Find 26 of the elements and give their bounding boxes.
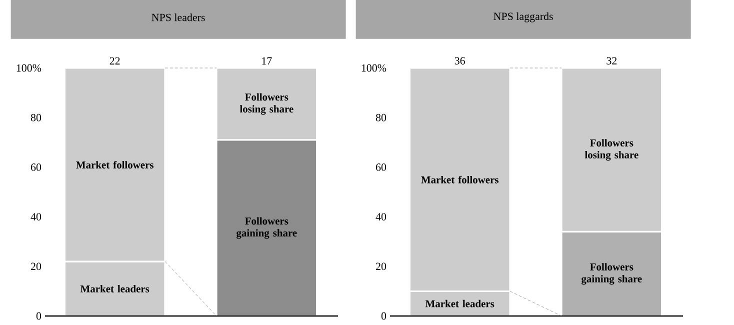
series-label: Followers losing share (240, 93, 294, 115)
chart-title: NPS leaders (152, 13, 205, 22)
y-tick-label: 0 (36, 312, 42, 320)
series-label: Followers gaining share (236, 217, 297, 239)
y-tick-label: 100% (362, 64, 386, 72)
y-tick-label: 40 (30, 213, 42, 220)
series-label: Followers gaining share (582, 263, 642, 285)
y-tick-label: 20 (31, 262, 42, 270)
text: 36 (454, 57, 465, 64)
chart-title: NPS laggards (494, 12, 553, 22)
text: 22 (110, 57, 120, 64)
text: 32 (606, 57, 617, 64)
y-tick-label: 0 (381, 312, 386, 320)
series-label: Market followers (421, 176, 499, 184)
y-tick-label: 80 (30, 114, 42, 122)
y-tick-label: 60 (30, 164, 42, 171)
series-label: Market followers (76, 160, 154, 168)
y-tick-label: 20 (376, 262, 386, 270)
text: 17 (262, 57, 272, 64)
y-tick-label: 60 (376, 164, 386, 171)
y-tick-label: 80 (376, 114, 386, 122)
y-tick-label: 40 (376, 213, 386, 220)
series-label: Market leaders (425, 300, 494, 308)
y-tick-label: 100% (16, 64, 42, 72)
series-label: Followers losing share (584, 139, 638, 161)
series-label: Market leaders (80, 285, 150, 292)
